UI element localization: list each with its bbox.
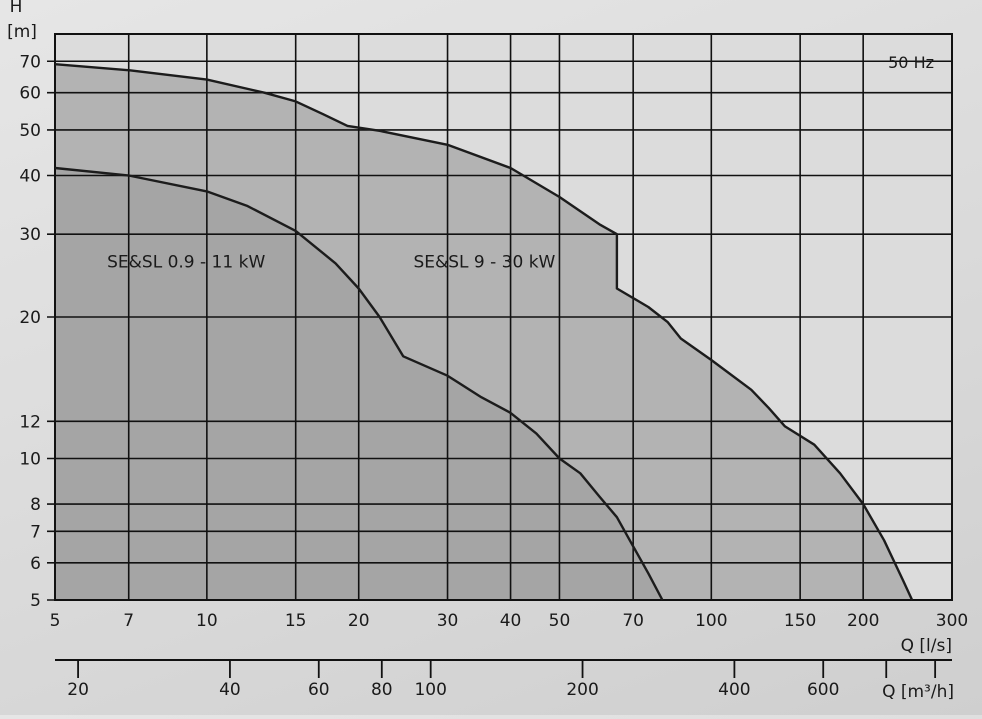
- series-curve-2: [54, 63, 914, 601]
- y-tick-label: 6: [30, 554, 41, 574]
- x-tick-label: 15: [285, 611, 307, 631]
- secondary-x-tick-label: 20: [67, 680, 89, 700]
- y-tick-label: 20: [19, 308, 41, 328]
- secondary-x-tick-label: 80: [371, 680, 393, 700]
- plot-frame: [54, 33, 953, 601]
- y-axis-unit-label: [m]: [7, 22, 37, 42]
- x-tick-label: 70: [622, 611, 644, 631]
- x-tick-label: 100: [695, 611, 727, 631]
- x-tick-label: 20: [348, 611, 370, 631]
- series-label-1: SE&SL 0.9 - 11 kW: [107, 252, 265, 272]
- series-label-2: SE&SL 9 - 30 kW: [413, 252, 555, 272]
- y-tick-label: 50: [19, 121, 41, 141]
- x-tick-label: 300: [936, 611, 968, 631]
- secondary-x-tick-label: 600: [807, 680, 839, 700]
- y-tick-label: 7: [30, 522, 41, 542]
- x-axis-label: Q [l/s]: [901, 636, 952, 656]
- y-tick-label: 60: [19, 84, 41, 104]
- x-tick-label: 200: [847, 611, 879, 631]
- x-tick-label: 5: [50, 611, 61, 631]
- secondary-x-tick-label: 400: [718, 680, 750, 700]
- y-tick-label: 70: [19, 52, 41, 72]
- y-tick-label: 12: [19, 412, 41, 432]
- secondary-x-tick-label: 40: [219, 680, 241, 700]
- secondary-x-tick-label: 100: [414, 680, 446, 700]
- frequency-annotation: 50 Hz: [888, 53, 934, 72]
- y-tick-label: 8: [30, 495, 41, 515]
- y-tick-label: 5: [30, 591, 41, 611]
- secondary-x-tick-label: 200: [566, 680, 598, 700]
- y-tick-label: 40: [19, 167, 41, 187]
- x-tick-label: 150: [784, 611, 816, 631]
- x-tick-label: 7: [123, 611, 134, 631]
- x-tick-label: 10: [196, 611, 218, 631]
- y-tick-label: 30: [19, 225, 41, 245]
- y-axis-label: H: [10, 0, 23, 17]
- secondary-x-tick-label: 60: [308, 680, 330, 700]
- x-tick-label: 40: [500, 611, 522, 631]
- x-tick-label: 30: [437, 611, 459, 631]
- secondary-x-axis-label: Q [m³/h]: [882, 682, 954, 702]
- x-tick-label: 50: [549, 611, 571, 631]
- y-tick-label: 10: [19, 450, 41, 470]
- series-curve-1: [54, 166, 664, 601]
